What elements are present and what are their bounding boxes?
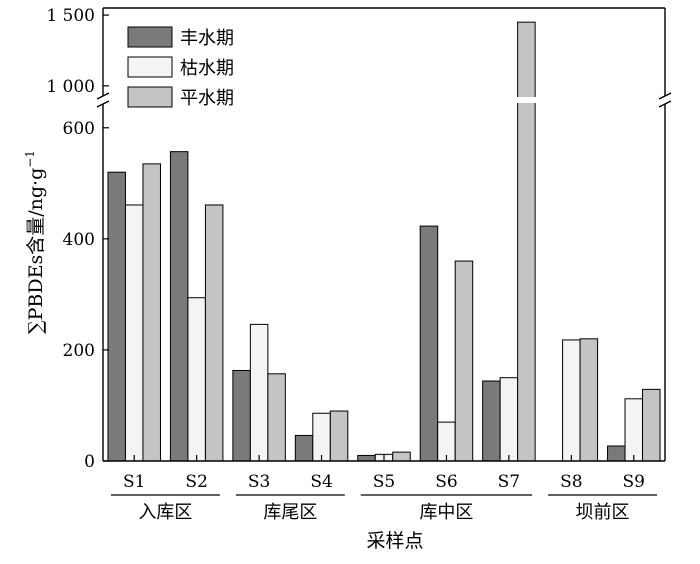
group-label: 库中区 <box>419 502 473 523</box>
x-tick-label: S1 <box>123 472 145 492</box>
x-tick-label: S5 <box>373 472 395 492</box>
bar <box>607 445 626 462</box>
legend-label: 枯水期 <box>180 58 234 79</box>
group-label: 坝前区 <box>576 502 630 523</box>
x-tick-label: S2 <box>185 472 207 492</box>
y-tick-label: 1 500 <box>46 6 95 26</box>
bar <box>517 21 536 462</box>
bar <box>124 204 144 462</box>
y-tick-label: 0 <box>84 452 95 472</box>
y-tick-label: 400 <box>63 230 95 250</box>
x-tick-label: S7 <box>498 472 520 492</box>
bar <box>392 451 411 462</box>
bar <box>107 171 126 462</box>
y-tick-label: 200 <box>63 341 95 361</box>
bar <box>142 163 161 462</box>
bar <box>267 373 286 462</box>
x-tick-label: S6 <box>435 472 457 492</box>
legend-swatch <box>127 86 173 108</box>
legend-swatch <box>127 26 173 48</box>
bar <box>454 260 474 462</box>
bar <box>624 398 644 462</box>
axis-break-mark <box>96 100 110 108</box>
bar <box>579 338 599 462</box>
y-axis-label: ∑PBDEs含量/ng·g−1 <box>23 150 47 334</box>
x-axis-label: 采样点 <box>366 530 423 552</box>
x-tick-label: S3 <box>248 472 270 492</box>
bars <box>107 21 661 462</box>
bar <box>249 323 269 462</box>
bar <box>204 204 224 462</box>
bar <box>357 454 376 462</box>
legend-swatch <box>127 56 173 78</box>
bar <box>169 151 189 462</box>
legend-label: 平水期 <box>180 88 234 109</box>
bar <box>187 297 206 462</box>
y-axis-label-text: ∑PBDEs含量/ng·g <box>25 168 47 334</box>
group-label: 入库区 <box>138 502 192 523</box>
bar <box>232 369 251 462</box>
x-tick-label: S8 <box>560 472 582 492</box>
y-tick-label: 600 <box>63 119 95 139</box>
bar <box>499 377 519 462</box>
bar <box>482 380 501 462</box>
y-tick-label: 1 000 <box>46 77 95 97</box>
axis-break-mark <box>658 92 672 100</box>
bar <box>329 410 349 462</box>
bar <box>642 388 661 462</box>
bar <box>419 225 439 462</box>
x-tick-label: S4 <box>310 472 332 492</box>
group-label: 库尾区 <box>263 502 317 523</box>
y-axis-label-superscript: −1 <box>23 150 37 168</box>
axis-break-mark <box>658 100 672 108</box>
bar <box>562 339 581 462</box>
x-tick-label: S9 <box>623 472 645 492</box>
axis-break-mark <box>96 92 110 100</box>
bar-break-gap <box>516 97 537 103</box>
bar <box>294 434 314 462</box>
legend-label: 丰水期 <box>180 28 234 49</box>
bar <box>312 412 331 462</box>
axes: 0 200 400 600 1 000 1 500 S1 S2 S3 S4 S5 S6 S7 S8 S9 入库… <box>46 6 672 523</box>
